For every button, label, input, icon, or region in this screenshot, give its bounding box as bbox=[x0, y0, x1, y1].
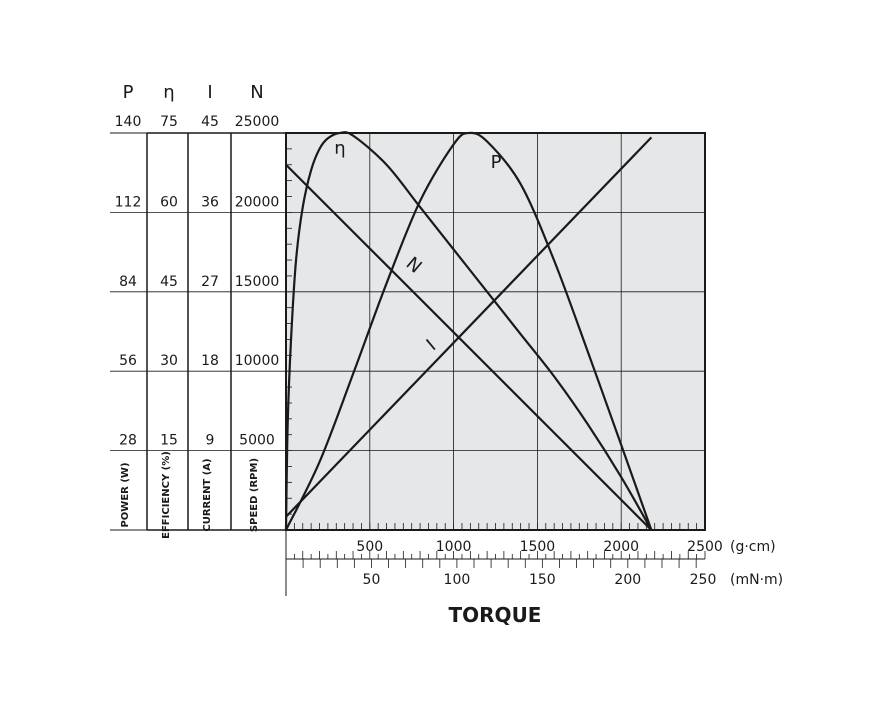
left-axis-labels: P 140 112 84 56 28 POWER (W) η 75 60 45 30 15 EFFICIE… bbox=[115, 82, 280, 539]
x-axis-ticks: 500 1000 1500 2000 2500 50 100 150 200 250 bbox=[285, 530, 723, 596]
curve-label: P bbox=[491, 152, 502, 173]
left-tick-label: 60 bbox=[160, 194, 178, 210]
left-tick-label: 28 bbox=[119, 433, 137, 449]
left-tick-label: 45 bbox=[160, 274, 178, 290]
left-tick-label: 15 bbox=[160, 433, 178, 449]
left-tick-label: 112 bbox=[115, 194, 142, 210]
x-secondary-tick-label: 250 bbox=[690, 572, 717, 588]
left-tick-label: 25000 bbox=[235, 114, 280, 130]
efficiency-curve bbox=[284, 131, 653, 531]
power-curve bbox=[285, 131, 653, 531]
left-tick-label: 75 bbox=[160, 114, 178, 130]
axis-vertical-label-0: POWER (W) bbox=[120, 462, 131, 527]
left-tick-label: 10000 bbox=[235, 353, 280, 369]
left-tick-label: 30 bbox=[160, 353, 178, 369]
speed-line bbox=[285, 163, 653, 531]
chart-title: TORQUE bbox=[449, 603, 542, 627]
x-primary-tick-label: 1000 bbox=[436, 539, 472, 555]
x-secondary-tick-label: 50 bbox=[363, 572, 381, 588]
left-tick-label: 84 bbox=[119, 274, 137, 290]
x-primary-tick-label: 2000 bbox=[603, 539, 639, 555]
x-secondary-tick-label: 200 bbox=[614, 572, 641, 588]
axis-symbol-2: I bbox=[207, 82, 212, 103]
series-layer bbox=[284, 131, 653, 531]
left-tick-label: 5000 bbox=[239, 433, 275, 449]
x-secondary-tick-label: 150 bbox=[529, 572, 556, 588]
axis-vertical-label-2: CURRENT (A) bbox=[202, 458, 213, 531]
current-line bbox=[285, 136, 653, 518]
left-tick-label: 9 bbox=[206, 433, 215, 449]
plot-area-background bbox=[285, 132, 706, 531]
left-tick-label: 36 bbox=[201, 194, 219, 210]
left-tick-label: 27 bbox=[201, 274, 219, 290]
axis-symbol-0: P bbox=[123, 82, 134, 103]
left-tick-label: 18 bbox=[201, 353, 219, 369]
x-primary-tick-label: 2500 bbox=[687, 539, 723, 555]
left-axis-frame bbox=[110, 132, 286, 531]
x-secondary-tick-label: 100 bbox=[444, 572, 471, 588]
axis-symbol-3: N bbox=[250, 82, 263, 103]
axis-symbol-1: η bbox=[163, 82, 174, 103]
left-tick-label: 20000 bbox=[235, 194, 280, 210]
axis-vertical-label-3: SPEED (RPM) bbox=[249, 458, 260, 532]
left-tick-label: 140 bbox=[115, 114, 142, 130]
axis-vertical-label-1: EFFICIENCY (%) bbox=[161, 451, 172, 539]
x-primary-tick-label: 1500 bbox=[520, 539, 556, 555]
left-tick-label: 45 bbox=[201, 114, 219, 130]
x-primary-tick-label: 500 bbox=[356, 539, 383, 555]
curve-label: η bbox=[334, 138, 345, 159]
x-secondary-unit: (mN·m) bbox=[730, 572, 783, 588]
left-tick-label: 56 bbox=[119, 353, 137, 369]
left-tick-label: 15000 bbox=[235, 274, 280, 290]
x-primary-unit: (g·cm) bbox=[730, 539, 776, 555]
